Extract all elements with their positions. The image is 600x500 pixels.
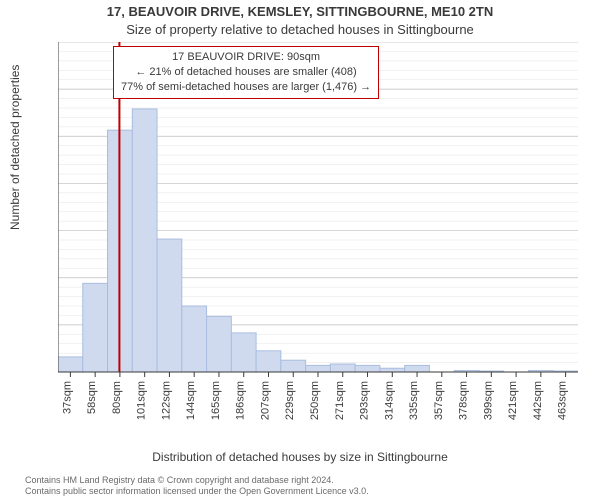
histogram-bar [405,365,430,372]
histogram-bar [330,364,355,372]
x-tick-label: 58sqm [86,381,98,414]
histogram-bar [231,333,256,372]
page-title: 17, BEAUVOIR DRIVE, KEMSLEY, SITTINGBOUR… [0,4,600,19]
x-axis-label: Distribution of detached houses by size … [0,450,600,464]
annotation-line-3: 77% of semi-detached houses are larger (… [121,80,371,95]
y-axis-label: Number of detached properties [8,65,22,230]
x-tick-label: 37sqm [61,381,73,414]
histogram-bar [256,351,281,372]
histogram-bar [380,368,405,372]
footer-attribution: Contains HM Land Registry data © Crown c… [25,475,369,498]
x-tick-label: 250sqm [309,381,321,420]
histogram-bar [132,109,157,372]
x-tick-label: 186sqm [235,381,247,420]
histogram-bar [306,365,331,372]
x-tick-label: 80sqm [111,381,123,414]
x-tick-label: 442sqm [532,381,544,420]
x-tick-label: 314sqm [383,381,395,420]
x-tick-label: 357sqm [433,381,445,420]
x-tick-label: 378sqm [458,381,470,420]
x-tick-label: 293sqm [359,381,371,420]
page-root: 17, BEAUVOIR DRIVE, KEMSLEY, SITTINGBOUR… [0,0,600,500]
histogram-bar [58,357,83,372]
x-tick-label: 122sqm [160,381,172,420]
x-tick-label: 399sqm [482,381,494,420]
x-tick-label: 421sqm [507,381,519,420]
x-tick-label: 463sqm [557,381,569,420]
histogram-bar [182,306,207,372]
x-tick-label: 165sqm [210,381,222,420]
x-tick-label: 101sqm [136,381,148,420]
x-tick-label: 207sqm [259,381,271,420]
histogram-bar [281,360,306,372]
histogram-bar [157,239,182,372]
histogram-bar [355,365,380,372]
x-tick-label: 271sqm [334,381,346,420]
histogram-svg: 010020030040050060070037sqm58sqm80sqm101… [58,42,578,422]
histogram-bar [207,316,232,372]
chart-area: 010020030040050060070037sqm58sqm80sqm101… [58,42,578,422]
property-annotation-box: 17 BEAUVOIR DRIVE: 90sqm ← 21% of detach… [113,46,379,99]
x-tick-label: 229sqm [284,381,296,420]
footer-line-1: Contains HM Land Registry data © Crown c… [25,475,369,486]
page-subtitle: Size of property relative to detached ho… [0,22,600,37]
x-tick-label: 335sqm [408,381,420,420]
annotation-line-1: 17 BEAUVOIR DRIVE: 90sqm [121,50,371,65]
footer-line-2: Contains public sector information licen… [25,486,369,497]
x-tick-label: 144sqm [185,381,197,420]
annotation-line-2: ← 21% of detached houses are smaller (40… [121,65,371,80]
histogram-bar [83,283,108,372]
